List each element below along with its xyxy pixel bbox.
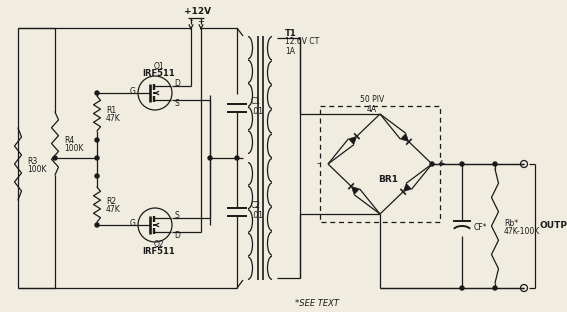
Text: Q2: Q2 bbox=[154, 241, 164, 250]
Text: S: S bbox=[175, 99, 179, 108]
Bar bbox=[320, 106, 440, 222]
Text: R3: R3 bbox=[27, 157, 37, 165]
Text: R1: R1 bbox=[106, 106, 116, 115]
Circle shape bbox=[493, 162, 497, 166]
Text: 100K: 100K bbox=[64, 144, 83, 153]
Circle shape bbox=[460, 162, 464, 166]
Circle shape bbox=[208, 156, 212, 160]
Polygon shape bbox=[348, 136, 357, 145]
Text: R2: R2 bbox=[106, 197, 116, 206]
Circle shape bbox=[95, 223, 99, 227]
Text: -: - bbox=[189, 17, 193, 26]
Text: C2: C2 bbox=[251, 201, 261, 209]
Text: Q1: Q1 bbox=[154, 62, 164, 71]
Text: D: D bbox=[174, 231, 180, 240]
Text: S: S bbox=[175, 211, 179, 220]
Text: BR1: BR1 bbox=[378, 175, 398, 184]
Circle shape bbox=[95, 174, 99, 178]
Text: 47K: 47K bbox=[106, 114, 121, 123]
Text: 50 PIV: 50 PIV bbox=[360, 95, 384, 105]
Text: D: D bbox=[174, 79, 180, 87]
Circle shape bbox=[235, 156, 239, 160]
Circle shape bbox=[53, 156, 57, 160]
Text: 47K-100K: 47K-100K bbox=[504, 227, 540, 236]
Circle shape bbox=[430, 162, 434, 166]
Text: IRF511: IRF511 bbox=[143, 247, 175, 256]
Text: C1: C1 bbox=[251, 96, 261, 105]
Text: 1A: 1A bbox=[285, 46, 295, 56]
Text: 47K: 47K bbox=[106, 205, 121, 214]
Circle shape bbox=[460, 286, 464, 290]
Polygon shape bbox=[400, 133, 409, 142]
Polygon shape bbox=[351, 186, 359, 195]
Text: Rb*: Rb* bbox=[504, 218, 518, 227]
Polygon shape bbox=[403, 183, 412, 192]
Text: 4A: 4A bbox=[367, 105, 377, 114]
Text: +12V: +12V bbox=[184, 7, 211, 17]
Circle shape bbox=[95, 91, 99, 95]
Text: G: G bbox=[130, 87, 136, 96]
Text: .01: .01 bbox=[251, 106, 263, 115]
Text: .01: .01 bbox=[251, 211, 263, 220]
Text: IRF511: IRF511 bbox=[143, 70, 175, 79]
Text: +: + bbox=[197, 17, 205, 26]
Circle shape bbox=[95, 156, 99, 160]
Text: T1: T1 bbox=[285, 28, 297, 37]
Text: 12.6V CT: 12.6V CT bbox=[285, 37, 319, 46]
Circle shape bbox=[493, 286, 497, 290]
Text: *SEE TEXT: *SEE TEXT bbox=[295, 300, 339, 309]
Text: CF*: CF* bbox=[474, 223, 488, 232]
Text: OUTPUT: OUTPUT bbox=[539, 222, 567, 231]
Text: -: - bbox=[316, 159, 320, 168]
Text: G: G bbox=[130, 220, 136, 228]
Circle shape bbox=[95, 138, 99, 142]
Text: 100K: 100K bbox=[27, 164, 46, 173]
Text: R4: R4 bbox=[64, 136, 74, 145]
Text: +: + bbox=[438, 159, 446, 168]
